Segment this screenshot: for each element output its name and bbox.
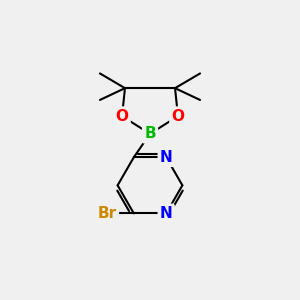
Text: B: B [144,126,156,141]
Text: O: O [172,109,184,124]
Text: O: O [116,109,128,124]
Text: Br: Br [98,206,117,221]
Text: N: N [160,206,172,221]
Text: N: N [160,150,172,165]
